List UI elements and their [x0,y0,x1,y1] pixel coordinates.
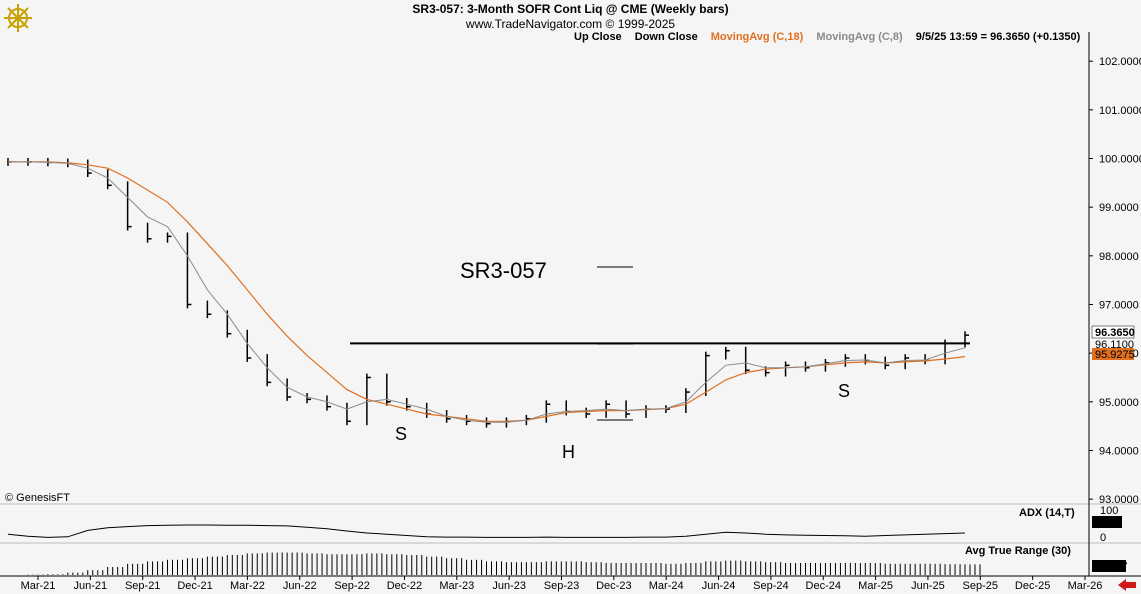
x-tick-label: Jun-23 [492,580,526,592]
x-tick-label: Jun-22 [283,580,317,592]
y-tick-label: 95.0000 [1099,397,1139,409]
x-tick-label: Dec-25 [1015,580,1050,592]
ma18-price-label: 95.9275 [1095,349,1135,361]
y-tick-label: 101.0000 [1099,105,1141,117]
adx-tick-100: 100 [1100,505,1118,517]
adx-tick-0: 0 [1100,532,1106,544]
adx-value: 50.64 [1094,517,1122,529]
atr-value-box [1092,560,1126,572]
y-tick-label: 94.0000 [1099,445,1139,457]
symbol-annotation: SR3-057 [460,258,547,283]
x-tick-label: Dec-24 [806,580,841,592]
legend-ma8: MovingAvg (C,8) [816,31,903,43]
x-tick-label: Jun-24 [702,580,736,592]
legend-quote: 9/5/25 13:59 = 96.3650 (+0.1350) [915,31,1081,43]
x-tick-label: Sep-21 [125,580,160,592]
chart-source: www.TradeNavigator.com © 1999-2025 [465,17,676,31]
x-tick-label: Dec-23 [596,580,631,592]
legend-up-close: Up Close [574,31,622,43]
y-tick-label: 98.0000 [1099,251,1139,263]
left-arrow-icon[interactable] [1116,578,1138,592]
x-tick-label: Sep-25 [963,580,998,592]
y-tick-label: 93.0000 [1099,494,1139,506]
x-tick-label: Mar-25 [858,580,893,592]
ship-helm-icon [2,2,34,34]
last-price-box [1091,325,1135,339]
last-price-label: 96.3650 [1095,327,1135,339]
x-tick-label: Mar-24 [649,580,684,592]
x-tick-label: Mar-21 [21,580,56,592]
adx-line [7,524,966,538]
y-tick-label: 102.0000 [1099,56,1141,68]
legend-ma18: MovingAvg (C,18) [710,31,804,43]
x-tick-label: Jun-21 [74,580,108,592]
x-tick-label: Mar-22 [230,580,265,592]
atr-title: Avg True Range (30) [965,545,1071,557]
ma18-price-box [1092,348,1134,360]
x-tick-label: Jun-25 [911,580,945,592]
x-tick-label: Dec-22 [387,580,422,592]
x-tick-label: Mar-26 [1068,580,1103,592]
x-tick-label: Mar-23 [439,580,474,592]
y-tick-label: 99.0000 [1099,202,1139,214]
copyright-text: © GenesisFT [5,492,70,504]
legend: Up Close Down Close MovingAvg (C,18) Mov… [574,31,1090,43]
right-shoulder-label: S [838,381,850,401]
atr-value: 0.1327 [1094,561,1128,573]
y-tick-label: 100.0000 [1099,154,1141,166]
head-label: H [562,442,575,462]
chart-title: SR3-057: 3-Month SOFR Cont Liq @ CME (We… [412,2,729,16]
legend-down-close: Down Close [634,31,698,43]
x-tick-label: Dec-21 [177,580,212,592]
ma8-line [8,161,966,423]
left-shoulder-label: S [395,424,407,444]
y-tick-label: 97.0000 [1099,299,1139,311]
x-tick-label: Sep-24 [753,580,788,592]
price-panel [0,32,1089,504]
x-tick-label: Sep-22 [334,580,369,592]
adx-value-box [1092,516,1122,528]
x-tick-label: Sep-23 [544,580,579,592]
adx-title: ADX (14,T) [1019,507,1075,519]
